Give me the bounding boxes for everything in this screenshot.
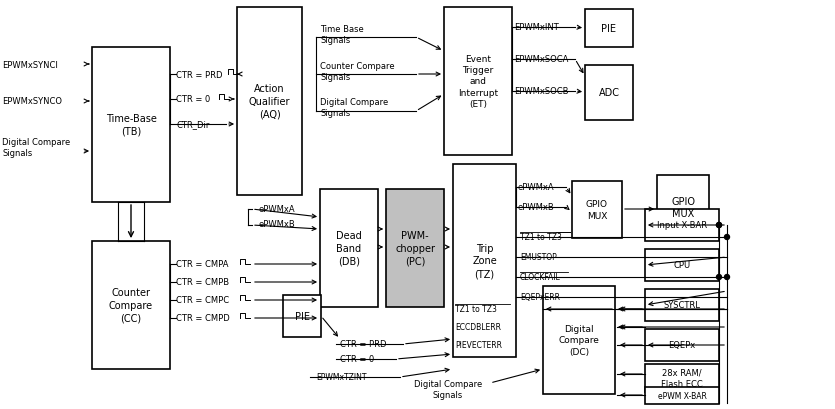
Text: EPWMxSYNCO: EPWMxSYNCO <box>2 97 62 106</box>
Text: CPU: CPU <box>674 261 691 270</box>
Bar <box>585 10 633 48</box>
Circle shape <box>716 223 721 228</box>
Text: Counter
Compare
(CC): Counter Compare (CC) <box>109 288 153 323</box>
Text: TZ1 to TZ3: TZ1 to TZ3 <box>520 233 562 242</box>
Bar <box>585 66 633 121</box>
Text: TZ1 to TZ3: TZ1 to TZ3 <box>455 305 497 314</box>
Text: EMUSTOP: EMUSTOP <box>520 253 557 262</box>
Text: PIE: PIE <box>295 311 310 321</box>
Bar <box>386 189 444 307</box>
Text: EPWMxSOCB: EPWMxSOCB <box>514 87 569 96</box>
Bar <box>645 364 719 392</box>
Bar <box>645 329 719 361</box>
Text: EPWMxTZINT: EPWMxTZINT <box>316 373 367 382</box>
Text: CTR = CMPA: CTR = CMPA <box>176 260 229 269</box>
Text: EPWMxINT: EPWMxINT <box>514 23 559 32</box>
Bar <box>92 241 170 369</box>
Text: Digital Compare
Signals: Digital Compare Signals <box>2 138 70 157</box>
Text: CLOCKFAIL: CLOCKFAIL <box>520 273 561 282</box>
Text: Input X-BAR: Input X-BAR <box>657 221 707 230</box>
Bar <box>645 249 719 281</box>
Bar <box>645 387 719 404</box>
Text: PIE: PIE <box>601 24 616 34</box>
Text: ePWM X-BAR: ePWM X-BAR <box>658 391 706 400</box>
Text: ECCDBLERR: ECCDBLERR <box>455 323 501 332</box>
Text: CTR = PRD: CTR = PRD <box>340 339 387 348</box>
Bar <box>645 209 719 241</box>
Text: Digital
Compare
(DC): Digital Compare (DC) <box>559 324 600 356</box>
Bar <box>92 48 170 202</box>
Text: ePWMxB: ePWMxB <box>258 220 295 229</box>
Text: CTR = CMPB: CTR = CMPB <box>176 278 229 287</box>
Text: ADC: ADC <box>599 88 620 98</box>
Circle shape <box>716 223 721 228</box>
Text: Trip
Zone
(TZ): Trip Zone (TZ) <box>472 243 497 279</box>
Text: Time-Base
(TB): Time-Base (TB) <box>105 114 156 137</box>
Bar <box>444 8 512 155</box>
Text: Digital Compare
Signals: Digital Compare Signals <box>320 98 388 117</box>
Text: PWM-
chopper
(PC): PWM- chopper (PC) <box>395 231 435 266</box>
Text: EQEPxERR: EQEPxERR <box>520 293 560 302</box>
Circle shape <box>725 275 730 280</box>
Text: CTR = 0: CTR = 0 <box>340 355 374 364</box>
Bar <box>453 164 516 357</box>
Text: Dead
Band
(DB): Dead Band (DB) <box>337 231 362 266</box>
Bar <box>283 295 321 337</box>
Text: CTR_Dir: CTR_Dir <box>176 120 210 129</box>
Text: EPWMxSOCA: EPWMxSOCA <box>514 55 569 64</box>
Bar <box>645 289 719 321</box>
Text: GPIO
MUX: GPIO MUX <box>586 200 608 220</box>
Circle shape <box>716 275 721 280</box>
Text: CTR = PRD: CTR = PRD <box>176 70 222 79</box>
Text: Event
Trigger
and
Interrupt
(ET): Event Trigger and Interrupt (ET) <box>458 54 498 109</box>
Text: GPIO
MUX: GPIO MUX <box>671 196 695 219</box>
Text: EQEPx: EQEPx <box>668 341 696 350</box>
Text: EPWMxSYNCI: EPWMxSYNCI <box>2 61 58 70</box>
Bar <box>657 175 709 239</box>
Text: 28x RAM/
Flash ECC: 28x RAM/ Flash ECC <box>661 368 703 388</box>
Text: Action
Qualifier
(AQ): Action Qualifier (AQ) <box>249 84 291 119</box>
Text: ePWMxB: ePWMxB <box>518 203 554 212</box>
Text: ePWMxA: ePWMxA <box>518 183 554 192</box>
Bar <box>572 182 622 238</box>
Text: CTR = CMPD: CTR = CMPD <box>176 314 230 323</box>
Text: SYSCTRL: SYSCTRL <box>664 301 701 310</box>
Text: Time Base
Signals: Time Base Signals <box>320 25 364 45</box>
Text: Digital Compare
Signals: Digital Compare Signals <box>414 380 482 399</box>
Text: PIEVECTERR: PIEVECTERR <box>455 341 502 350</box>
Text: CTR = CMPC: CTR = CMPC <box>176 296 229 305</box>
Text: Counter Compare
Signals: Counter Compare Signals <box>320 62 395 81</box>
Bar <box>543 286 615 394</box>
Text: CTR = 0: CTR = 0 <box>176 95 210 104</box>
Bar <box>320 189 378 307</box>
Text: ePWMxA: ePWMxA <box>258 205 295 214</box>
Bar <box>237 8 302 196</box>
Circle shape <box>725 235 730 240</box>
